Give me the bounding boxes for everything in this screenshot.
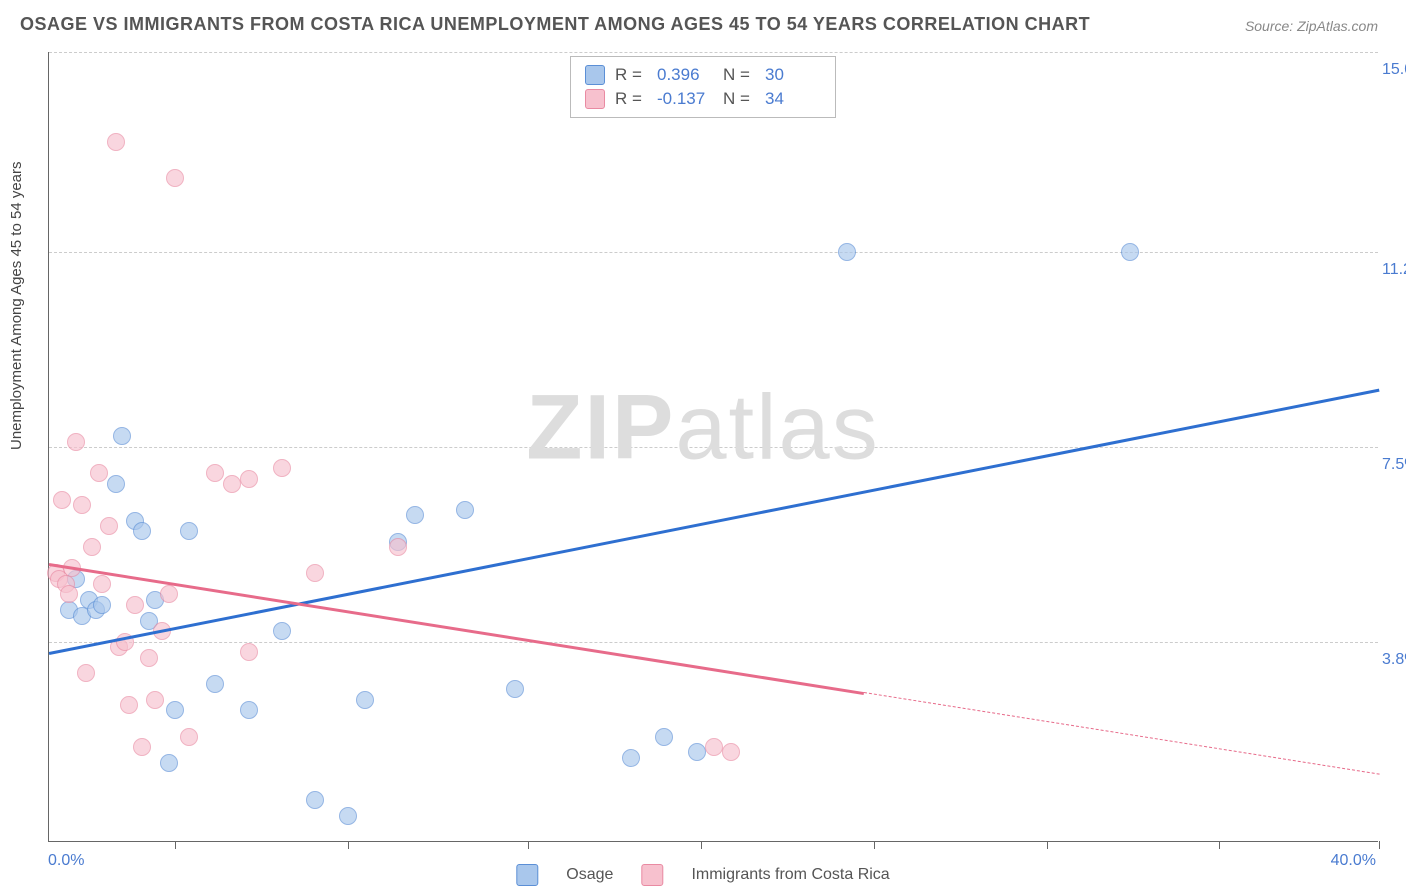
data-point bbox=[306, 791, 324, 809]
data-point bbox=[406, 506, 424, 524]
y-tick-label: 15.0% bbox=[1382, 61, 1406, 79]
r-label: R = bbox=[615, 65, 647, 85]
data-point bbox=[180, 522, 198, 540]
data-point bbox=[93, 575, 111, 593]
data-point bbox=[356, 691, 374, 709]
legend-swatch bbox=[585, 65, 605, 85]
data-point bbox=[166, 169, 184, 187]
r-value: -0.137 bbox=[657, 89, 713, 109]
data-point bbox=[83, 538, 101, 556]
x-tick bbox=[1219, 841, 1220, 849]
correlation-legend: R = 0.396 N = 30 R = -0.137 N = 34 bbox=[570, 56, 836, 118]
correlation-legend-row: R = 0.396 N = 30 bbox=[585, 63, 821, 87]
data-point bbox=[688, 743, 706, 761]
y-tick-label: 11.2% bbox=[1382, 261, 1406, 279]
data-point bbox=[90, 464, 108, 482]
data-point bbox=[306, 564, 324, 582]
data-point bbox=[93, 596, 111, 614]
gridline-h bbox=[49, 52, 1378, 53]
x-tick bbox=[528, 841, 529, 849]
source-attribution: Source: ZipAtlas.com bbox=[1245, 18, 1378, 34]
data-point bbox=[60, 585, 78, 603]
chart-title: OSAGE VS IMMIGRANTS FROM COSTA RICA UNEM… bbox=[20, 14, 1090, 35]
y-tick-label: 3.8% bbox=[1382, 651, 1406, 669]
x-tick bbox=[175, 841, 176, 849]
correlation-legend-row: R = -0.137 N = 34 bbox=[585, 87, 821, 111]
data-point bbox=[1121, 243, 1139, 261]
x-axis-start-label: 0.0% bbox=[48, 852, 84, 870]
data-point bbox=[206, 675, 224, 693]
n-label: N = bbox=[723, 65, 755, 85]
data-point bbox=[133, 522, 151, 540]
data-point bbox=[655, 728, 673, 746]
data-point bbox=[506, 680, 524, 698]
data-point bbox=[722, 743, 740, 761]
data-point bbox=[240, 701, 258, 719]
data-point bbox=[705, 738, 723, 756]
r-value: 0.396 bbox=[657, 65, 713, 85]
data-point bbox=[107, 475, 125, 493]
data-point bbox=[240, 470, 258, 488]
n-label: N = bbox=[723, 89, 755, 109]
data-point bbox=[389, 538, 407, 556]
data-point bbox=[113, 427, 131, 445]
trend-line bbox=[49, 389, 1379, 655]
data-point bbox=[223, 475, 241, 493]
y-axis-label: Unemployment Among Ages 45 to 54 years bbox=[8, 161, 25, 450]
data-point bbox=[146, 691, 164, 709]
data-point bbox=[73, 496, 91, 514]
r-label: R = bbox=[615, 89, 647, 109]
series-legend: Osage Immigrants from Costa Rica bbox=[516, 864, 889, 886]
y-tick-label: 7.5% bbox=[1382, 456, 1406, 474]
x-tick bbox=[701, 841, 702, 849]
data-point bbox=[107, 133, 125, 151]
data-point bbox=[166, 701, 184, 719]
data-point bbox=[273, 459, 291, 477]
n-value: 34 bbox=[765, 89, 821, 109]
data-point bbox=[126, 596, 144, 614]
data-point bbox=[622, 749, 640, 767]
data-point bbox=[133, 738, 151, 756]
data-point bbox=[180, 728, 198, 746]
data-point bbox=[160, 585, 178, 603]
data-point bbox=[838, 243, 856, 261]
legend-label: Immigrants from Costa Rica bbox=[691, 866, 889, 884]
x-axis-end-label: 40.0% bbox=[1331, 852, 1376, 870]
legend-swatch bbox=[585, 89, 605, 109]
x-tick bbox=[348, 841, 349, 849]
gridline-h bbox=[49, 252, 1378, 253]
data-point bbox=[206, 464, 224, 482]
data-point bbox=[160, 754, 178, 772]
data-point bbox=[100, 517, 118, 535]
gridline-h bbox=[49, 447, 1378, 448]
n-value: 30 bbox=[765, 65, 821, 85]
data-point bbox=[53, 491, 71, 509]
data-point bbox=[339, 807, 357, 825]
data-point bbox=[140, 649, 158, 667]
data-point bbox=[456, 501, 474, 519]
x-tick bbox=[1047, 841, 1048, 849]
data-point bbox=[67, 433, 85, 451]
x-tick bbox=[1379, 841, 1380, 849]
trend-line-extrapolated bbox=[864, 692, 1380, 775]
legend-swatch bbox=[641, 864, 663, 886]
x-tick bbox=[874, 841, 875, 849]
data-point bbox=[77, 664, 95, 682]
plot-area: 3.8%7.5%11.2%15.0% bbox=[48, 52, 1378, 842]
data-point bbox=[273, 622, 291, 640]
data-point bbox=[240, 643, 258, 661]
data-point bbox=[120, 696, 138, 714]
legend-swatch bbox=[516, 864, 538, 886]
legend-label: Osage bbox=[566, 866, 613, 884]
